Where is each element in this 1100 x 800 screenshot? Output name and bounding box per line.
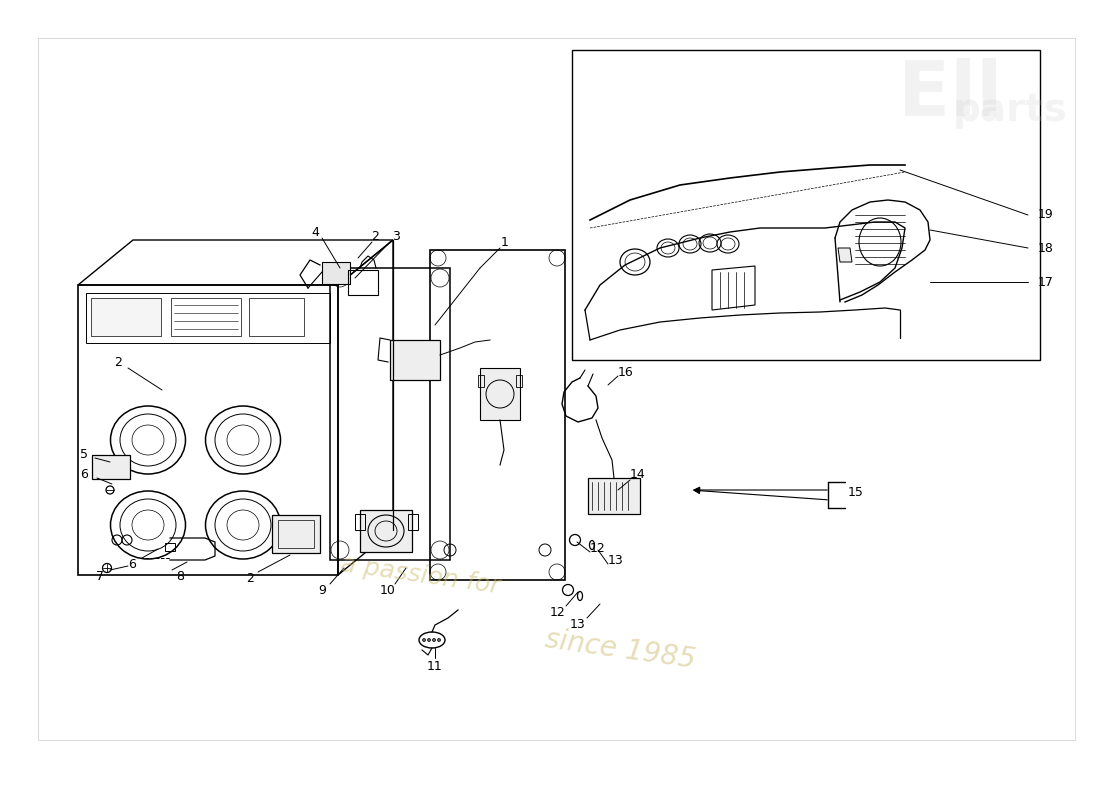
Bar — [348, 270, 378, 295]
Text: 2: 2 — [246, 571, 254, 585]
Bar — [516, 375, 522, 387]
Ellipse shape — [432, 638, 436, 642]
Text: 17: 17 — [1038, 275, 1054, 289]
Text: 7: 7 — [96, 570, 104, 583]
Text: 12: 12 — [590, 542, 606, 554]
Bar — [165, 543, 175, 551]
Text: 6: 6 — [80, 467, 88, 481]
Text: 15: 15 — [848, 486, 864, 498]
Bar — [170, 298, 241, 336]
Text: 4: 4 — [311, 226, 319, 239]
Bar — [86, 293, 330, 343]
Text: 2: 2 — [114, 355, 122, 369]
Bar — [249, 298, 304, 336]
Ellipse shape — [422, 638, 426, 642]
Text: 8: 8 — [176, 570, 184, 582]
Text: 6: 6 — [128, 558, 136, 570]
Text: 9: 9 — [318, 585, 326, 598]
Text: 1: 1 — [502, 235, 509, 249]
Bar — [480, 368, 520, 420]
Text: 3: 3 — [392, 230, 400, 243]
Bar — [360, 510, 412, 552]
Bar — [355, 514, 365, 530]
Text: 11: 11 — [427, 659, 443, 673]
Text: 19: 19 — [1038, 209, 1054, 222]
Text: 13: 13 — [570, 618, 586, 630]
Bar — [92, 455, 130, 479]
Bar — [278, 520, 314, 548]
Text: 16: 16 — [618, 366, 634, 378]
Text: 12: 12 — [550, 606, 565, 618]
Bar — [588, 478, 640, 514]
Bar — [572, 50, 1040, 360]
Bar — [390, 340, 440, 380]
Text: 10: 10 — [381, 585, 396, 598]
Text: 14: 14 — [630, 469, 646, 482]
Ellipse shape — [428, 638, 430, 642]
Text: Ell: Ell — [898, 58, 1002, 132]
Text: since 1985: since 1985 — [543, 626, 697, 674]
Bar — [478, 375, 484, 387]
Bar — [408, 514, 418, 530]
Bar — [91, 298, 161, 336]
Polygon shape — [838, 248, 853, 262]
Text: 13: 13 — [608, 554, 624, 566]
Bar — [322, 262, 350, 284]
Text: 2: 2 — [371, 230, 378, 243]
Text: 18: 18 — [1038, 242, 1054, 254]
Ellipse shape — [438, 638, 440, 642]
Bar — [272, 515, 320, 553]
Text: a passion for: a passion for — [339, 552, 502, 598]
Text: 5: 5 — [80, 447, 88, 461]
Text: parts: parts — [953, 91, 1067, 129]
